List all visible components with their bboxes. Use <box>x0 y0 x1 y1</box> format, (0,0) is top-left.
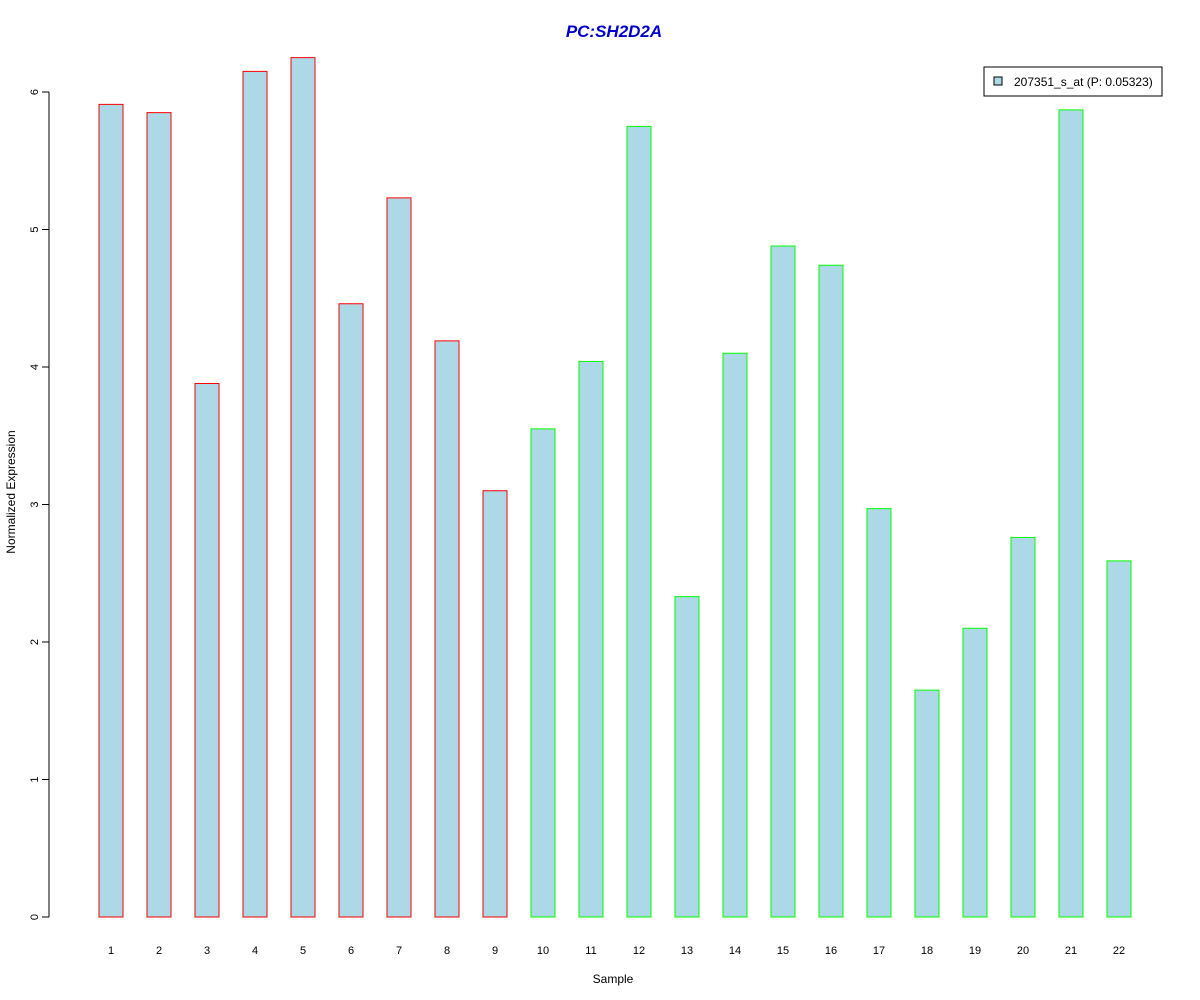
bar-sample-17 <box>867 509 891 917</box>
bar-sample-20 <box>1011 538 1035 918</box>
y-tick-label: 6 <box>29 89 41 95</box>
x-tick-label: 5 <box>300 945 306 957</box>
bars-group <box>99 58 1131 917</box>
y-tick-label: 4 <box>29 364 41 370</box>
x-tick-label: 22 <box>1113 945 1125 957</box>
y-tick-label: 2 <box>29 639 41 645</box>
x-tick-label: 20 <box>1017 945 1029 957</box>
bar-sample-11 <box>579 362 603 918</box>
y-tick-label: 5 <box>29 226 41 232</box>
bar-sample-14 <box>723 353 747 917</box>
x-tick-label: 12 <box>633 945 645 957</box>
bar-sample-22 <box>1107 561 1131 917</box>
y-axis: 0 1 2 3 4 5 6 <box>29 89 49 920</box>
bar-sample-1 <box>99 104 123 917</box>
legend: 207351_s_at (P: 0.05323) <box>984 67 1162 96</box>
x-tick-label: 1 <box>108 945 114 957</box>
x-tick-label: 8 <box>444 945 450 957</box>
y-axis-title: Normalized Expression <box>4 430 18 553</box>
x-tick-label: 4 <box>252 945 258 957</box>
bar-sample-9 <box>483 491 507 917</box>
legend-swatch <box>994 77 1002 85</box>
legend-label: 207351_s_at (P: 0.05323) <box>1014 75 1153 89</box>
x-tick-label: 17 <box>873 945 885 957</box>
x-tick-label: 6 <box>348 945 354 957</box>
bar-sample-18 <box>915 690 939 917</box>
x-tick-label: 2 <box>156 945 162 957</box>
bar-sample-19 <box>963 628 987 917</box>
x-tick-label: 10 <box>537 945 549 957</box>
x-tick-label: 11 <box>585 945 596 957</box>
bar-sample-3 <box>195 384 219 918</box>
x-tick-label: 16 <box>825 945 837 957</box>
x-tick-labels: 1 2 3 4 5 6 7 8 9 10 11 12 13 14 15 16 17 18 19 20 21 22 <box>108 945 1125 957</box>
y-tick-label: 0 <box>29 914 41 920</box>
x-tick-label: 9 <box>492 945 498 957</box>
bar-sample-5 <box>291 58 315 917</box>
x-tick-label: 3 <box>204 945 210 957</box>
bar-sample-10 <box>531 429 555 917</box>
bar-sample-8 <box>435 341 459 917</box>
bar-sample-13 <box>675 597 699 917</box>
x-tick-label: 19 <box>969 945 981 957</box>
chart-title: PC:SH2D2A <box>566 22 662 41</box>
bar-sample-16 <box>819 265 843 917</box>
x-tick-label: 21 <box>1065 945 1077 957</box>
x-axis-title: Sample <box>593 972 634 986</box>
bar-sample-4 <box>243 71 267 917</box>
x-tick-label: 14 <box>729 945 741 957</box>
x-tick-label: 13 <box>681 945 693 957</box>
bar-sample-7 <box>387 198 411 917</box>
x-tick-label: 18 <box>921 945 933 957</box>
bar-sample-6 <box>339 304 363 917</box>
bar-sample-12 <box>627 126 651 917</box>
x-tick-label: 15 <box>777 945 789 957</box>
bar-sample-21 <box>1059 110 1083 917</box>
bar-sample-15 <box>771 246 795 917</box>
x-tick-label: 7 <box>396 945 402 957</box>
bar-sample-2 <box>147 113 171 917</box>
y-tick-label: 1 <box>29 776 41 782</box>
y-tick-label: 3 <box>29 501 41 507</box>
